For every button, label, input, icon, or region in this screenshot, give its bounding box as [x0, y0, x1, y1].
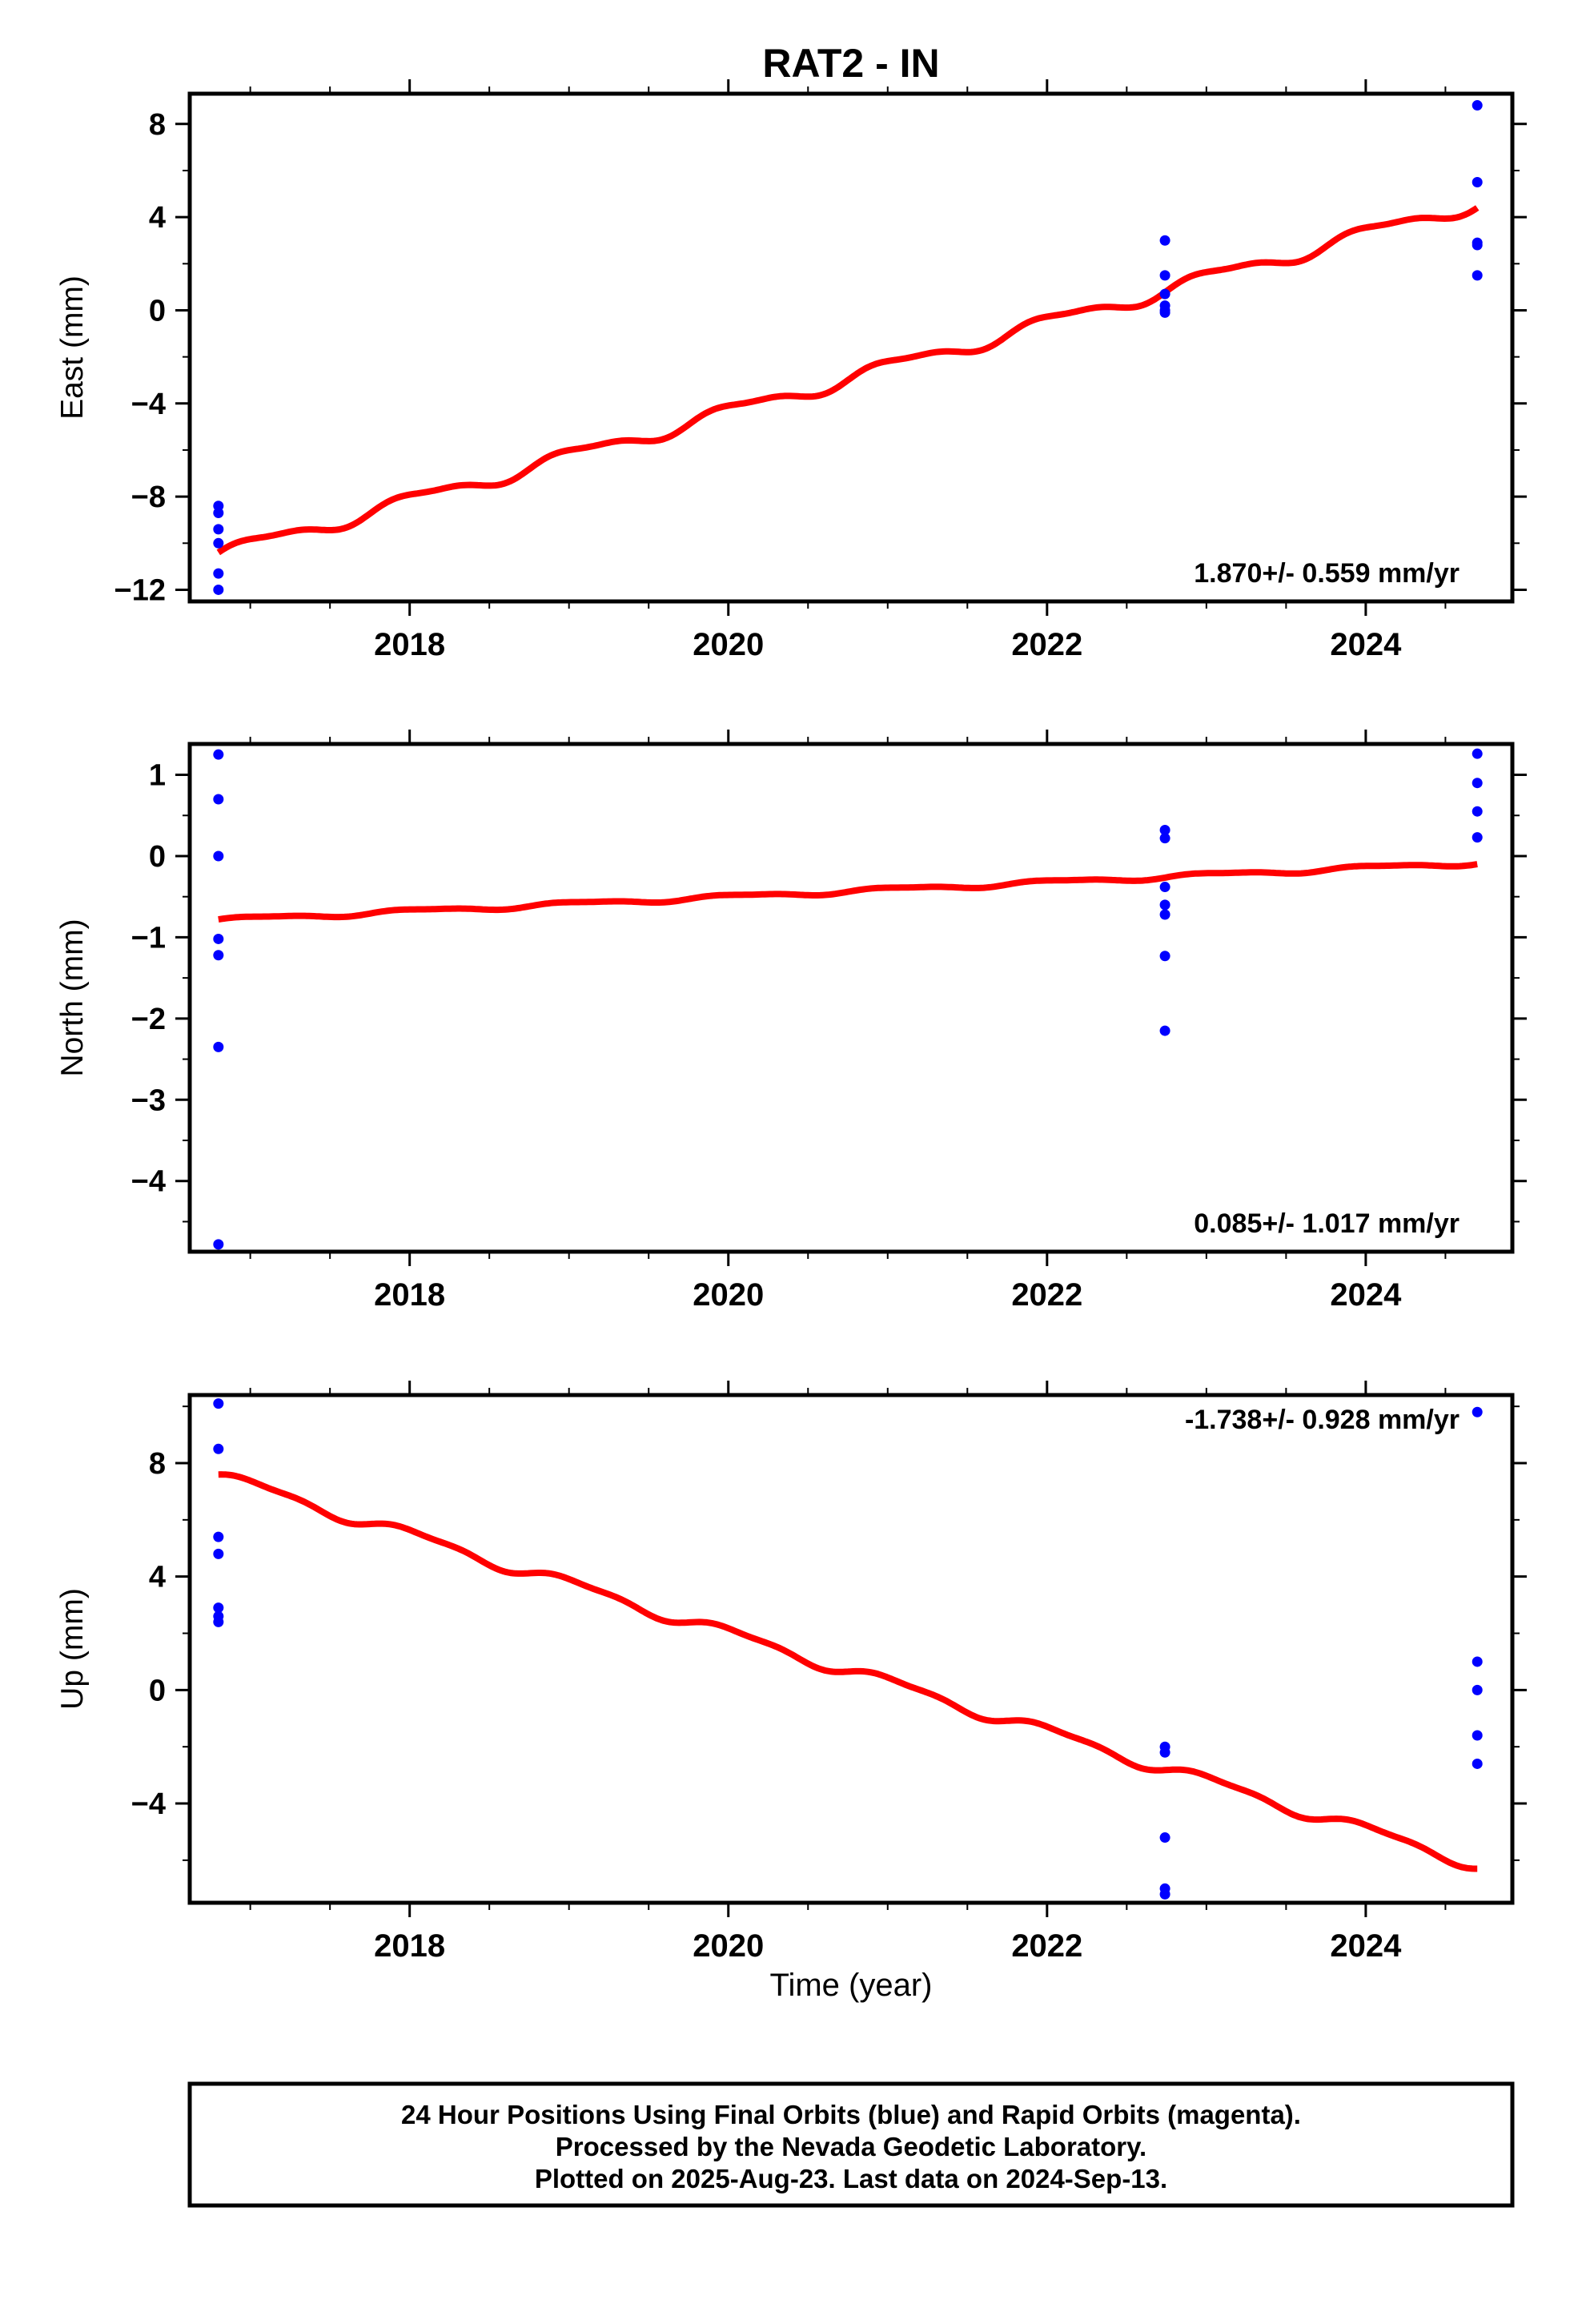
x-tick-label: 2018 — [374, 1277, 445, 1313]
x-tick-label: 2018 — [374, 1928, 445, 1964]
data-point — [1159, 1888, 1170, 1900]
x-tick-label: 2024 — [1330, 1928, 1402, 1964]
y-tick-label: −4 — [131, 388, 166, 421]
data-point — [213, 507, 224, 518]
velocity-label: -1.738+/- 0.928 mm/yr — [1185, 1405, 1460, 1435]
data-point — [213, 1602, 224, 1614]
data-point — [213, 1531, 224, 1542]
data-point — [1159, 1832, 1170, 1844]
plot-frame — [187, 1393, 1515, 1905]
data-point — [1472, 748, 1483, 759]
data-point — [213, 1616, 224, 1627]
y-tick-label: 4 — [149, 1561, 166, 1594]
y-tick-label: −4 — [131, 1787, 166, 1821]
data-point — [1159, 825, 1170, 836]
y-tick-label: −2 — [131, 1003, 166, 1036]
data-point — [213, 568, 224, 579]
y-tick-label: 8 — [149, 108, 166, 142]
data-point — [1472, 239, 1483, 251]
data-point — [213, 1041, 224, 1052]
y-tick-label: −3 — [131, 1084, 166, 1117]
data-point — [1472, 1730, 1483, 1741]
data-point — [213, 850, 224, 862]
data-point — [1159, 899, 1170, 911]
up-panel: 2018 2020 2022 2024 −4 0 4 8 Up (mm) -1.738+/- 0.… — [55, 1381, 1527, 1964]
data-point — [1472, 177, 1483, 188]
data-point — [1159, 1025, 1170, 1036]
x-tick-label: 2018 — [374, 627, 445, 662]
data-point — [1472, 1758, 1483, 1769]
footer-box: 24 Hour Positions Using Final Orbits (bl… — [187, 2081, 1515, 2208]
data-point — [213, 933, 224, 944]
data-point — [1472, 1406, 1483, 1417]
x-axis-title: Time (year) — [770, 1968, 933, 2003]
y-axis-title: North (mm) — [55, 919, 90, 1076]
fit-line — [218, 861, 1479, 923]
data-point — [213, 524, 224, 535]
east-panel: 2018 2020 2022 2024 −12 −8 −4 0 4 8 East (mm) 1.870… — [55, 79, 1527, 662]
x-tick-label: 2022 — [1011, 1928, 1082, 1964]
data-point — [1472, 100, 1483, 111]
data-point — [213, 794, 224, 805]
fit-line — [218, 1471, 1479, 1872]
data-point — [1472, 806, 1483, 817]
x-tick-label: 2024 — [1330, 1277, 1402, 1313]
data-point — [1159, 882, 1170, 893]
data-point — [213, 1548, 224, 1559]
y-tick-label: −12 — [114, 573, 166, 607]
data-point — [1159, 235, 1170, 246]
y-tick-label: 1 — [149, 759, 166, 793]
y-tick-label: 0 — [149, 840, 166, 874]
data-point — [1159, 833, 1170, 844]
figure-title: RAT2 - IN — [762, 41, 939, 86]
y-axis-title: East (mm) — [55, 275, 90, 420]
y-tick-label: 8 — [149, 1447, 166, 1481]
data-point — [1159, 307, 1170, 318]
velocity-label: 0.085+/- 1.017 mm/yr — [1194, 1208, 1460, 1239]
footer-line-2: Processed by the Nevada Geodetic Laborat… — [556, 2132, 1146, 2161]
data-point — [1472, 270, 1483, 281]
data-point — [1159, 909, 1170, 920]
y-tick-label: −1 — [131, 921, 166, 955]
velocity-label: 1.870+/- 0.559 mm/yr — [1194, 558, 1460, 589]
x-tick-label: 2020 — [693, 1928, 764, 1964]
north-panel: 2018 2020 2022 2024 −4 −3 −2 −1 0 1 North (mm) 0.08… — [55, 730, 1527, 1313]
y-tick-label: 0 — [149, 294, 166, 328]
data-point — [1159, 1747, 1170, 1758]
data-point — [213, 749, 224, 760]
data-point — [213, 584, 224, 595]
data-point — [1472, 778, 1483, 789]
x-tick-label: 2024 — [1330, 627, 1402, 662]
data-point — [213, 950, 224, 961]
y-tick-label: 0 — [149, 1674, 166, 1707]
y-tick-label: −4 — [131, 1165, 166, 1199]
data-point — [213, 1443, 224, 1454]
data-point — [1472, 832, 1483, 843]
x-tick-label: 2020 — [693, 1277, 764, 1313]
plot-frame — [187, 742, 1515, 1254]
data-point — [213, 537, 224, 549]
x-tick-label: 2022 — [1011, 1277, 1082, 1313]
data-point — [213, 1239, 224, 1250]
x-tick-label: 2020 — [693, 627, 764, 662]
data-point — [213, 1398, 224, 1409]
data-point — [1159, 288, 1170, 300]
data-point — [1472, 1656, 1483, 1667]
footer-line-3: Plotted on 2025-Aug-23. Last data on 202… — [535, 2164, 1167, 2193]
data-point — [1472, 1684, 1483, 1695]
y-axis-title: Up (mm) — [55, 1588, 90, 1710]
x-tick-label: 2022 — [1011, 627, 1082, 662]
plot-frame — [187, 91, 1515, 604]
y-tick-label: 4 — [149, 201, 166, 235]
fit-line — [216, 205, 1480, 556]
footer-line-1: 24 Hour Positions Using Final Orbits (bl… — [401, 2100, 1301, 2129]
data-point — [1159, 951, 1170, 962]
data-point — [1159, 270, 1170, 281]
y-tick-label: −8 — [131, 480, 166, 514]
